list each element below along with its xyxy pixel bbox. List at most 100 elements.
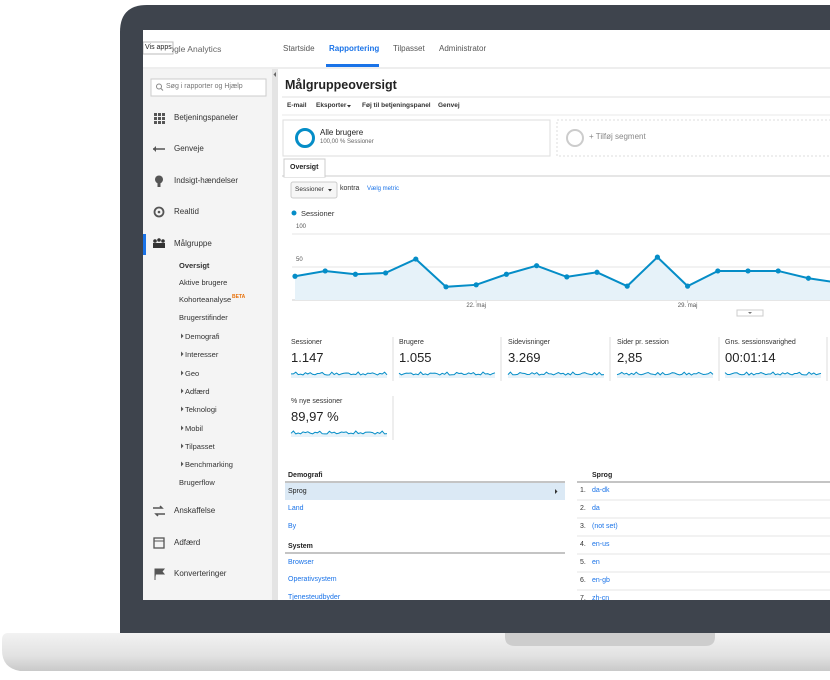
nav-link[interactable]: Rapportering xyxy=(329,44,380,54)
icon xyxy=(153,243,157,248)
point xyxy=(383,270,389,276)
add-segment-ring xyxy=(566,129,584,147)
point xyxy=(292,273,298,279)
dimension-link[interactable]: Operativsystem xyxy=(288,575,337,583)
sparkline-area xyxy=(508,372,604,378)
toolbar-button[interactable]: Eksporter xyxy=(316,102,347,110)
dropdown-caret xyxy=(347,105,351,108)
row-rank: 7. xyxy=(580,594,586,600)
metric-value: 89,97 % xyxy=(291,409,339,425)
row-rank: 1. xyxy=(580,486,586,494)
icon xyxy=(161,243,165,248)
nav-link[interactable]: Startside xyxy=(283,44,315,54)
segment-detail: 100,00 % Sessioner xyxy=(320,139,374,146)
dimension-link[interactable]: By xyxy=(288,522,297,530)
sidebar-item[interactable]: Adfærd xyxy=(174,538,201,548)
expand-arrow xyxy=(181,388,184,394)
sidebar-item[interactable]: Indsigt-hændelser xyxy=(174,176,239,186)
sidebar-subitem[interactable]: Oversigt xyxy=(179,260,210,270)
sidebar-item[interactable]: Konverteringer xyxy=(174,569,227,579)
row-rank: 4. xyxy=(580,540,586,548)
search-box[interactable] xyxy=(150,78,267,97)
sidebar-item[interactable]: Betjeningspaneler xyxy=(174,113,239,123)
expand-arrow xyxy=(181,370,184,376)
toolbar-button[interactable]: Føj til betjeningspanel xyxy=(362,102,431,110)
sidebar-subitem[interactable]: Teknologi xyxy=(185,404,217,414)
language-link[interactable]: en-gb xyxy=(592,576,610,584)
icon xyxy=(162,121,165,124)
chart-scroll-caret xyxy=(748,312,752,314)
nav-link[interactable]: Tilpasset xyxy=(393,44,425,54)
segment-card[interactable] xyxy=(282,119,551,157)
add-segment-card[interactable] xyxy=(556,119,830,157)
sidebar-subitem[interactable]: Brugerflow xyxy=(179,477,215,487)
sidebar-subitem[interactable]: Aktive brugere xyxy=(179,277,228,287)
legend-swatch xyxy=(291,210,297,216)
page-title: Målgruppeoversigt xyxy=(285,77,397,92)
search-placeholder: Søg i rapporter og Hjælp xyxy=(166,82,243,90)
point xyxy=(322,268,328,274)
row-rank: 2. xyxy=(580,504,586,512)
legend-label: Sessioner xyxy=(301,208,335,218)
language-link[interactable]: en-us xyxy=(592,540,610,548)
expand-arrow xyxy=(181,333,184,339)
language-link[interactable]: zh-cn xyxy=(592,594,610,600)
icon xyxy=(154,568,166,580)
x-tick-label: 29. maj xyxy=(677,303,698,310)
language-link[interactable]: da-dk xyxy=(592,486,610,494)
icon xyxy=(153,537,165,549)
toolbar-button[interactable]: Genvej xyxy=(438,102,460,110)
sidebar-item[interactable]: Anskaffelse xyxy=(174,506,216,516)
sidebar-subitem[interactable]: Tilpasset xyxy=(185,441,215,451)
icon xyxy=(158,117,161,120)
sidebar-item[interactable]: Genveje xyxy=(174,144,204,154)
language-link[interactable]: (not set) xyxy=(592,522,618,530)
sidebar-subitem[interactable]: Adfærd xyxy=(185,386,210,396)
sidebar-collapse[interactable] xyxy=(272,69,278,600)
add-segment[interactable]: + Tilføj segment xyxy=(589,132,646,142)
row-arrow xyxy=(555,489,558,494)
nav-active-underline xyxy=(326,64,379,67)
segment-name: Alle brugere xyxy=(320,128,364,138)
sidebar-subitem[interactable]: Demografi xyxy=(185,331,220,341)
icon xyxy=(153,505,165,517)
point xyxy=(685,283,691,289)
sidebar-subitem[interactable]: Mobil xyxy=(185,423,203,433)
collapse-arrow xyxy=(273,72,276,77)
metric-dropdown[interactable] xyxy=(290,181,338,199)
dimension-link[interactable]: Tjenesteudbyder xyxy=(288,593,341,600)
nav-link[interactable]: Administrator xyxy=(439,44,487,54)
sparkline xyxy=(398,371,496,376)
sidebar-item[interactable]: Målgruppe xyxy=(174,239,212,249)
sidebar-subitem[interactable]: Benchmarking xyxy=(185,459,233,469)
language-link[interactable]: da xyxy=(592,504,600,512)
table-header: Demografi xyxy=(288,471,323,479)
table-header: System xyxy=(288,542,313,550)
sidebar-subitem[interactable]: Interesser xyxy=(185,349,219,359)
sidebar-subitem[interactable]: Kohorteanalyse xyxy=(179,294,232,304)
row-rank: 3. xyxy=(580,522,586,530)
dimension-link[interactable]: Sprog xyxy=(288,487,307,495)
screen: Google Analytics Vis apps Startside Rapport… xyxy=(143,30,830,600)
search-icon xyxy=(156,83,162,90)
toolbar-button[interactable]: E-mail xyxy=(287,102,307,110)
metric-dropdown-label: Sessioner xyxy=(295,186,324,194)
metric-label: Sidevisninger xyxy=(508,338,551,346)
dimension-link[interactable]: Land xyxy=(288,504,304,512)
metric-label: Sessioner xyxy=(291,338,323,346)
selected-row xyxy=(285,483,565,500)
language-link[interactable]: en xyxy=(592,558,600,566)
choose-metric-link[interactable]: Vælg metric xyxy=(367,186,400,193)
point xyxy=(624,283,630,289)
expand-arrow xyxy=(181,425,184,431)
tooltip: Vis apps xyxy=(145,43,172,53)
sidebar-subitem[interactable]: Geo xyxy=(185,368,200,378)
sidebar-subitem[interactable]: Brugerstifinder xyxy=(179,312,228,322)
icon xyxy=(162,113,165,116)
point xyxy=(715,268,721,274)
expand-arrow xyxy=(181,443,184,449)
sidebar-item[interactable]: Realtid xyxy=(174,207,199,217)
point xyxy=(775,268,781,274)
dimension-link[interactable]: Browser xyxy=(288,558,314,566)
icon xyxy=(154,121,157,124)
